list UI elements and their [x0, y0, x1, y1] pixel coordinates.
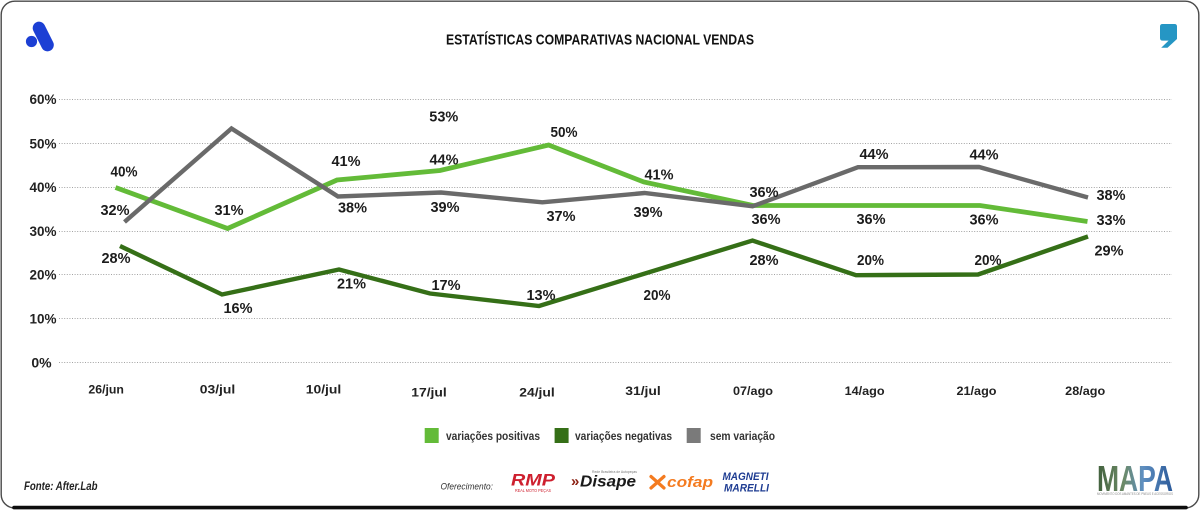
svg-text:40%: 40% [30, 179, 58, 195]
svg-text:Fonte: After.Lab: Fonte: After.Lab [24, 481, 98, 493]
svg-text:44%: 44% [859, 147, 888, 163]
svg-text:36%: 36% [969, 213, 998, 229]
svg-text:44%: 44% [429, 153, 458, 169]
svg-text:41%: 41% [644, 168, 673, 184]
svg-text:Oferecimento:: Oferecimento: [441, 482, 494, 493]
svg-text:29%: 29% [1094, 244, 1123, 260]
svg-text:26/jun: 26/jun [88, 383, 124, 397]
svg-text:07/ago: 07/ago [733, 384, 773, 398]
svg-text:21%: 21% [337, 277, 366, 293]
svg-text:28%: 28% [749, 253, 778, 269]
svg-text:39%: 39% [633, 205, 662, 221]
svg-text:32%: 32% [100, 203, 129, 219]
svg-text:50%: 50% [551, 125, 578, 141]
svg-text:60%: 60% [30, 91, 58, 107]
svg-text:sem variação: sem variação [710, 429, 775, 443]
svg-text:24/jul: 24/jul [519, 386, 555, 400]
svg-text:28%: 28% [101, 251, 130, 267]
svg-text:REAL MOTO PEÇAS: REAL MOTO PEÇAS [515, 488, 551, 493]
svg-text:20%: 20% [30, 267, 58, 283]
svg-text:MAPA: MAPA [1097, 458, 1173, 499]
svg-text:03/jul: 03/jul [200, 383, 236, 397]
svg-text:30%: 30% [30, 223, 58, 239]
svg-text:39%: 39% [430, 200, 459, 216]
svg-text:»: » [571, 473, 579, 490]
svg-text:38%: 38% [338, 201, 367, 217]
svg-text:31%: 31% [214, 203, 243, 219]
svg-text:31/jul: 31/jul [625, 384, 661, 398]
svg-text:44%: 44% [969, 148, 998, 164]
svg-text:0%: 0% [31, 355, 52, 371]
svg-text:10/jul: 10/jul [306, 383, 342, 397]
svg-text:53%: 53% [429, 110, 458, 126]
svg-text:cofap: cofap [667, 474, 713, 491]
svg-text:RMP: RMP [511, 471, 556, 490]
svg-text:20%: 20% [975, 253, 1002, 269]
svg-text:13%: 13% [526, 288, 555, 304]
svg-text:ESTATÍSTICAS COMPARATIVAS NACI: ESTATÍSTICAS COMPARATIVAS NACIONAL VENDA… [446, 32, 754, 49]
svg-text:41%: 41% [331, 154, 360, 170]
svg-text:MOVIMENTO DOS AMANTES DE PNEUS: MOVIMENTO DOS AMANTES DE PNEUS E ACESSOR… [1097, 492, 1174, 496]
svg-text:variações negativas: variações negativas [575, 429, 672, 443]
svg-text:36%: 36% [749, 185, 778, 201]
svg-text:37%: 37% [546, 209, 575, 225]
svg-text:36%: 36% [751, 212, 780, 228]
svg-text:21/ago: 21/ago [957, 384, 997, 398]
svg-text:variações positivas: variações positivas [446, 429, 540, 443]
svg-text:Rede Brasileira de Autopeças: Rede Brasileira de Autopeças [592, 470, 637, 474]
svg-text:Disape: Disape [580, 474, 636, 491]
svg-text:17/jul: 17/jul [411, 386, 447, 400]
svg-text:14/ago: 14/ago [845, 384, 885, 398]
svg-text:MARELLI: MARELLI [724, 483, 770, 495]
svg-text:28/ago: 28/ago [1065, 384, 1105, 398]
svg-text:MAGNETI: MAGNETI [723, 471, 770, 483]
svg-text:50%: 50% [30, 136, 58, 152]
svg-text:10%: 10% [30, 310, 58, 326]
svg-text:38%: 38% [1096, 188, 1125, 204]
svg-text:17%: 17% [431, 278, 460, 294]
svg-text:36%: 36% [856, 212, 885, 228]
svg-text:16%: 16% [223, 301, 252, 317]
svg-text:33%: 33% [1096, 213, 1125, 229]
svg-text:40%: 40% [111, 165, 138, 181]
svg-text:20%: 20% [644, 288, 671, 304]
svg-text:20%: 20% [857, 253, 884, 269]
